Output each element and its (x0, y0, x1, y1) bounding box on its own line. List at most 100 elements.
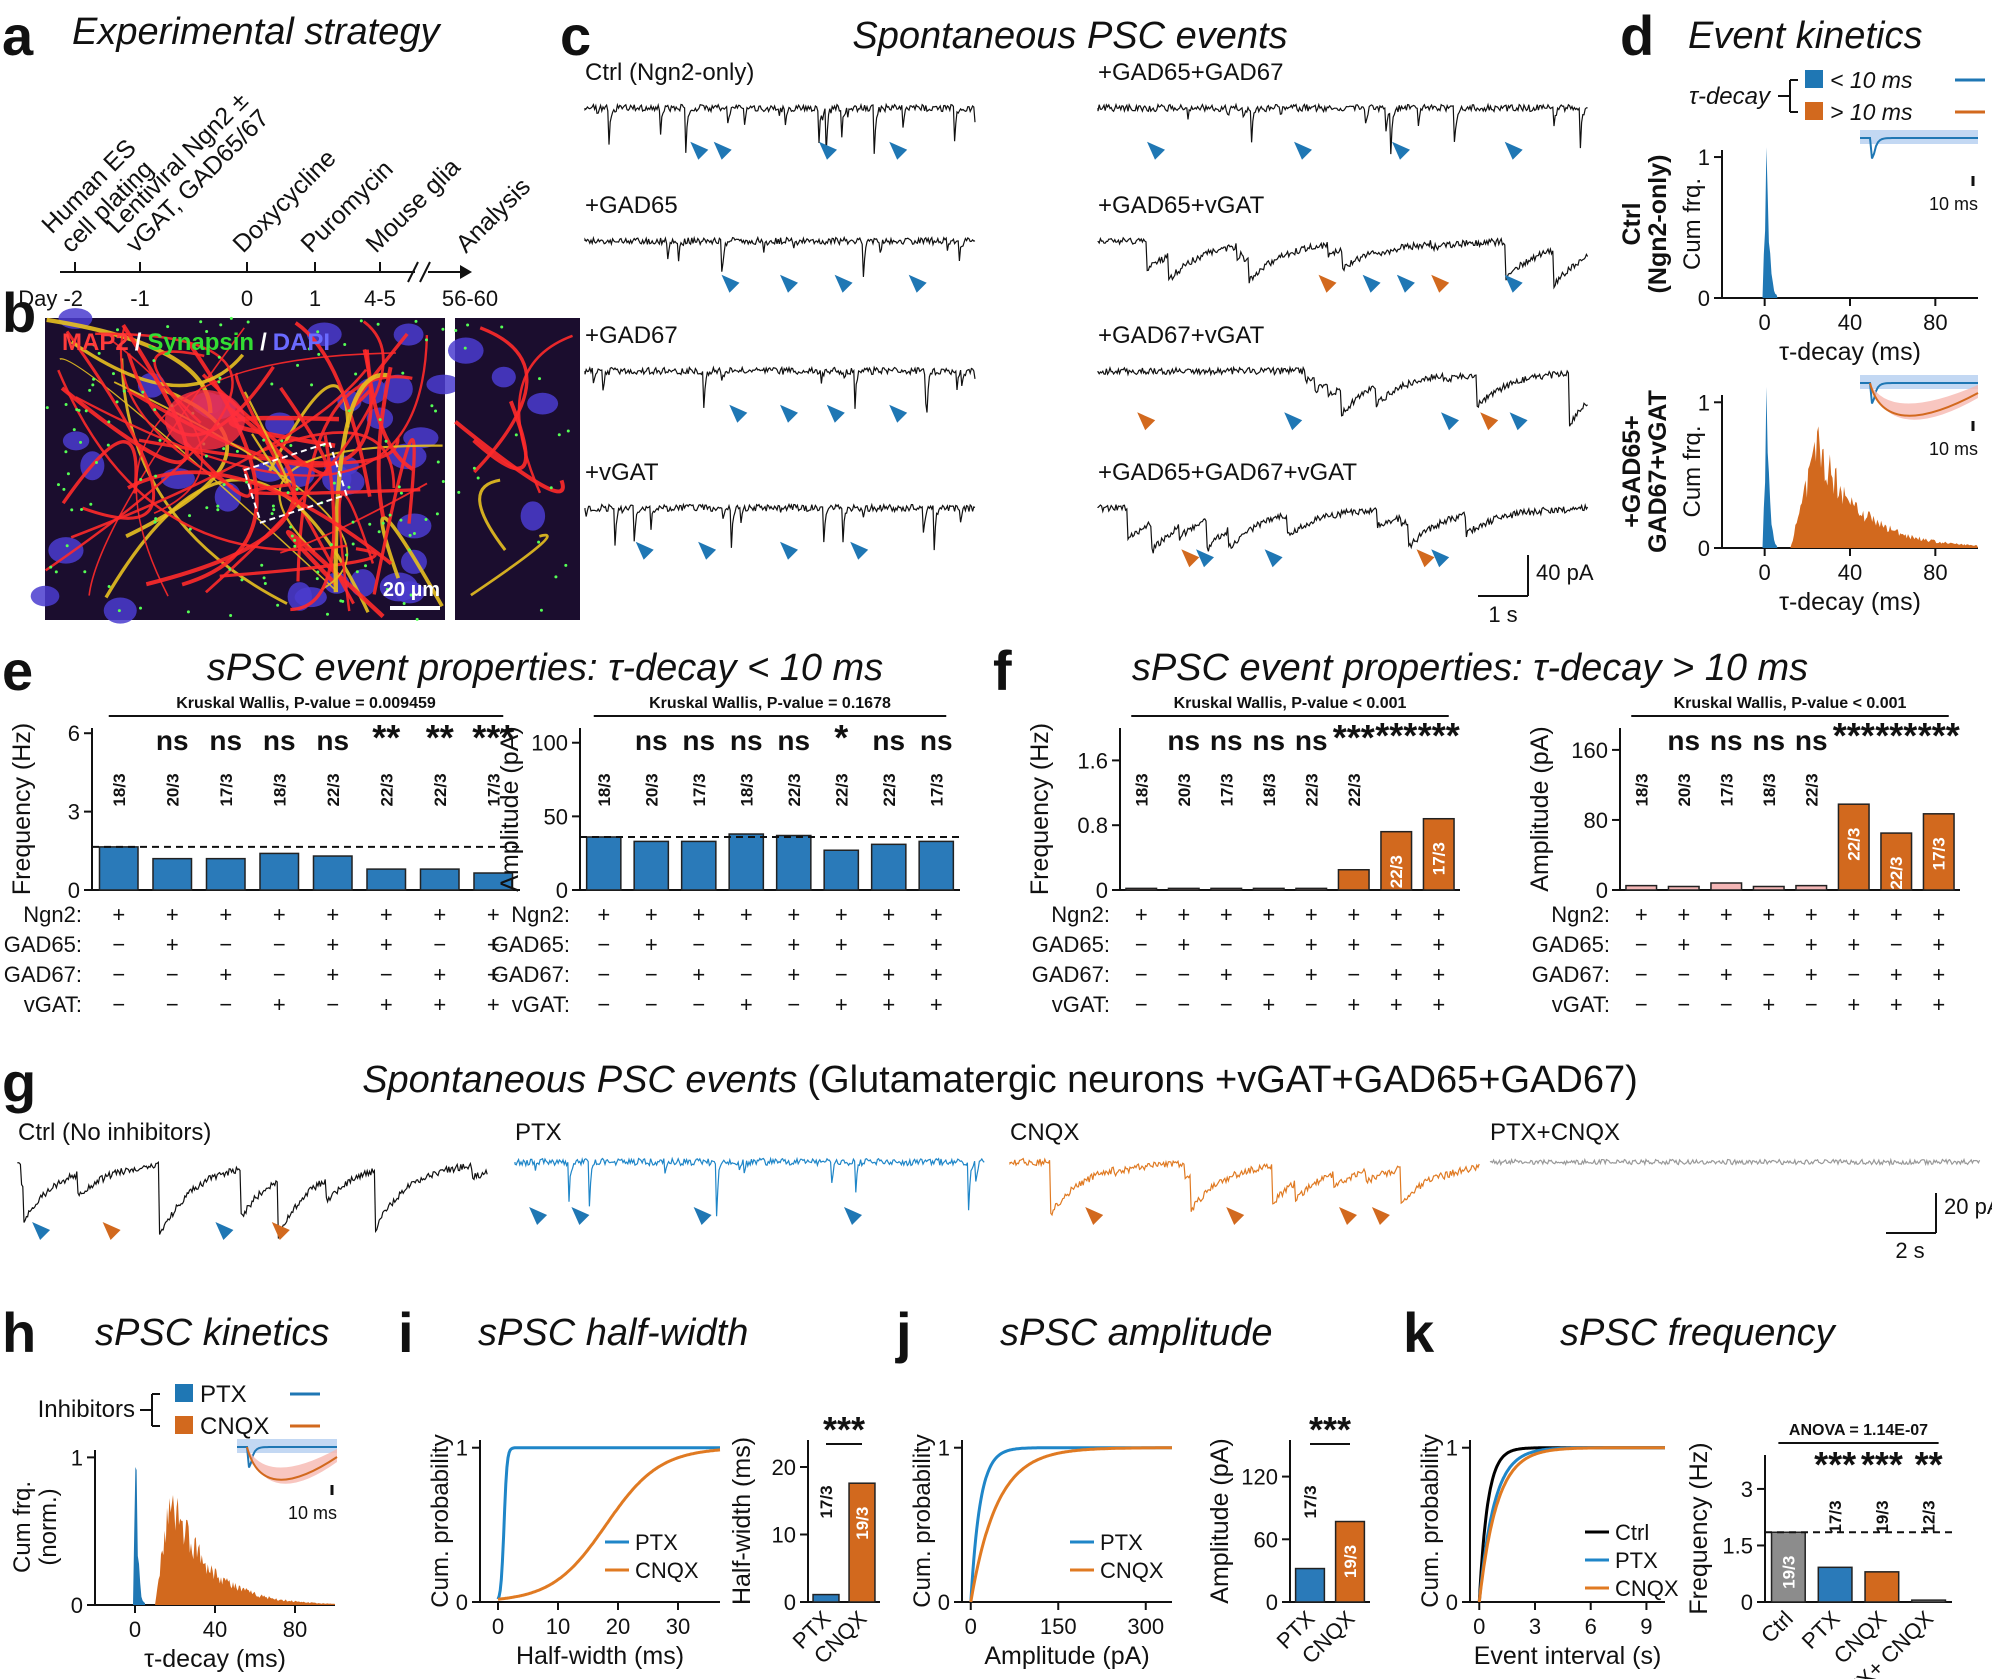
synapse (412, 531, 416, 535)
x-tick-label: 0 (1759, 560, 1771, 585)
panel-title: Spontaneous PSC events (852, 15, 1287, 57)
trace (584, 235, 976, 277)
bar (419, 868, 460, 891)
synapse (466, 323, 470, 327)
bar (1911, 1599, 1947, 1603)
y-tick-label: 160 (1571, 738, 1608, 763)
trace (1097, 503, 1589, 554)
genotype-sign: − (1677, 962, 1690, 987)
synapse (402, 601, 406, 605)
significance: *** (1309, 1409, 1351, 1450)
significance: ns (316, 725, 349, 756)
trace-label: +GAD65+GAD67 (1098, 59, 1283, 86)
n-label: 19/3 (853, 1507, 872, 1540)
synapse (359, 319, 363, 323)
genotype-sign: − (1635, 992, 1648, 1017)
trace-label: PTX (515, 1119, 562, 1146)
genotype-sign: + (930, 932, 943, 957)
x-tick-label: 150 (1040, 1614, 1077, 1639)
n-label: 12/3 (1920, 1500, 1939, 1533)
y-tick-label: 0 (1596, 878, 1608, 903)
genotype-sign: + (1677, 902, 1690, 927)
roi-box (242, 441, 348, 524)
synapse (84, 409, 88, 413)
x-tick-label: 0 (965, 1614, 977, 1639)
y-axis-label: GAD67+vGAT (1644, 390, 1672, 553)
scale-label: 1 s (1488, 602, 1517, 627)
synapse (94, 461, 98, 465)
synapse (158, 438, 162, 442)
panel-title: sPSC half-width (478, 1312, 748, 1354)
panel-letter: k (1403, 1301, 1435, 1364)
event-arrow (1396, 274, 1415, 293)
neurite (88, 327, 245, 596)
genotype-sign: + (487, 992, 500, 1017)
genotype-sign: + (1220, 902, 1233, 927)
genotype-sign: + (1762, 992, 1775, 1017)
y-tick-label: 1 (1446, 1436, 1458, 1461)
x-tick-label: Ctrl (1756, 1606, 1798, 1648)
bar (1625, 884, 1658, 891)
nucleus (62, 431, 90, 451)
event-arrow (1196, 549, 1214, 568)
synapse (199, 320, 203, 324)
neurite (376, 366, 393, 518)
genotype-row: Ngn2: (23, 902, 82, 927)
synapse (56, 483, 60, 487)
genotype-sign: − (787, 992, 800, 1017)
bar (1210, 887, 1243, 891)
significance: *** (1861, 1444, 1903, 1485)
significance: ns (682, 725, 715, 756)
significance: *** (472, 717, 514, 758)
genotype-sign: + (1305, 932, 1318, 957)
event-arrow (690, 141, 709, 160)
genotype-sign: − (380, 962, 393, 987)
synapse (424, 517, 428, 521)
synapse (454, 329, 458, 333)
x-axis-label: τ-decay (ms) (1779, 588, 1921, 616)
significance: ns (209, 725, 242, 756)
synapse (316, 330, 320, 334)
significance: ns (156, 725, 189, 756)
stat-label: Kruskal Wallis, P-value = 0.009459 (176, 695, 436, 712)
genotype-sign: + (645, 902, 658, 927)
nucleus (426, 374, 461, 395)
panel-letter: c (560, 4, 591, 67)
panel-title: sPSC frequency (1560, 1312, 1837, 1354)
synapse (228, 567, 232, 571)
synapse (293, 544, 297, 548)
synapse (45, 406, 49, 410)
y-tick-label: 0 (68, 878, 80, 903)
genotype-sign: − (882, 932, 895, 957)
y-tick-label: 1 (1698, 145, 1710, 170)
genotype-sign: + (1890, 992, 1903, 1017)
bar (1880, 832, 1913, 891)
day-label: 0 (241, 286, 253, 311)
genotype-sign: + (882, 962, 895, 987)
y-axis-label: Amplitude (pA) (1206, 1438, 1234, 1603)
panel-title: Spontaneous PSC events (Glutamatergic neu… (362, 1059, 1638, 1101)
inset-trace (1860, 382, 1978, 404)
genotype-sign: + (219, 962, 232, 987)
n-label: 18/3 (1132, 773, 1151, 806)
bar (585, 836, 622, 891)
genotype-sign: + (740, 902, 753, 927)
x-tick-label: 40 (1838, 310, 1862, 335)
y-axis-label: Amplitude (pA) (1526, 726, 1554, 891)
synapse (310, 383, 314, 387)
event-arrow (1137, 412, 1156, 431)
significance: *** (1333, 717, 1375, 758)
genotype-sign: + (1347, 992, 1360, 1017)
genotype-sign: − (1890, 932, 1903, 957)
neurite (372, 437, 416, 595)
title-sub: (Glutamatergic neurons +vGAT+GAD65+GAD67… (807, 1059, 1637, 1101)
event-arrow (215, 1222, 234, 1240)
nucleus (382, 374, 413, 404)
synapse (49, 565, 53, 569)
genotype-row: Ngn2: (1051, 902, 1110, 927)
y-axis-label: Half-width (ms) (728, 1437, 756, 1605)
event-arrow (844, 1207, 862, 1225)
trace-label: Ctrl (Ngn2-only) (585, 59, 754, 86)
synapse (430, 404, 434, 408)
event-arrow (1318, 274, 1337, 293)
